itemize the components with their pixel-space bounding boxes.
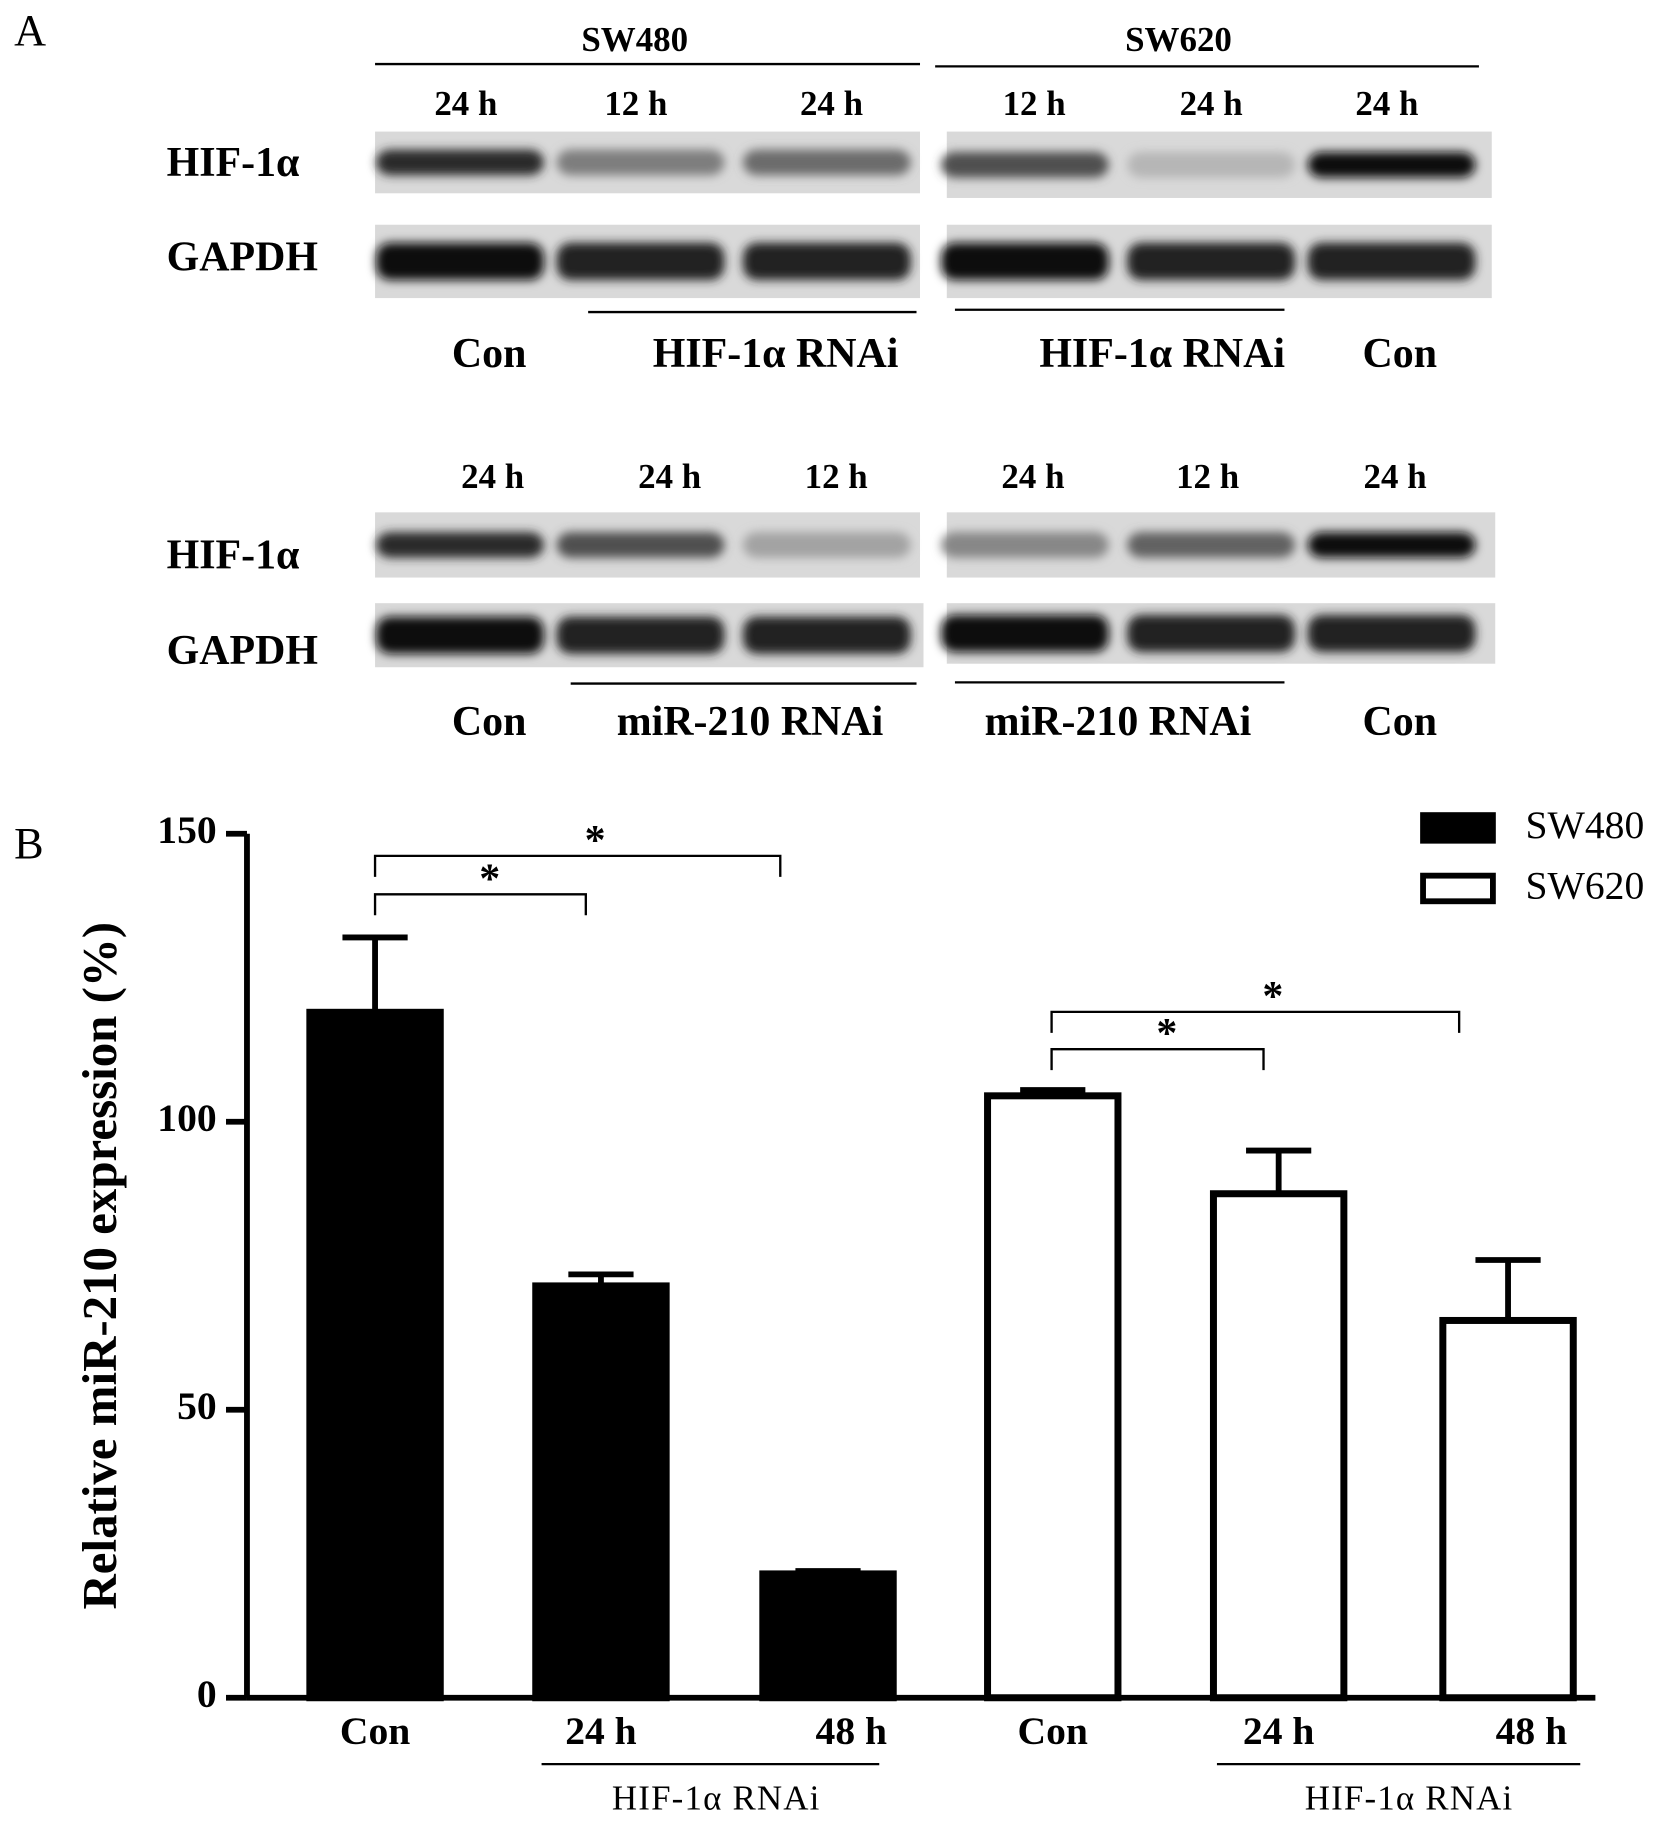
lane-label: 24 h [1355, 84, 1418, 123]
group-label: Con [1362, 699, 1437, 745]
lane-label: 24 h [638, 457, 701, 496]
lane-label: 24 h [434, 84, 497, 123]
y-tick-label: 150 [157, 808, 216, 852]
blot-band [743, 149, 911, 176]
blot-band [556, 532, 725, 558]
significance-bracket [1050, 1010, 1461, 1033]
lane-label: 12 h [805, 457, 868, 496]
error-bar [1246, 1147, 1312, 1194]
legend-label: SW480 [1526, 803, 1645, 847]
blot-band [743, 242, 911, 281]
blot-band [556, 242, 725, 281]
lane-label: 24 h [1364, 457, 1427, 496]
blot-band [940, 614, 1109, 653]
bar [306, 1008, 444, 1702]
blot-band [1127, 242, 1295, 281]
group-label: Con [452, 699, 527, 745]
bar [1439, 1316, 1577, 1702]
significance-star: * [479, 856, 500, 902]
error-bar [342, 934, 408, 1013]
significance-star: * [585, 818, 606, 864]
significance-bracket [1050, 1047, 1265, 1071]
blot-band [1307, 532, 1476, 558]
blot-band [376, 616, 544, 654]
blot-band [940, 151, 1109, 178]
group-label: Con [452, 331, 527, 377]
row-label: GAPDH [167, 628, 318, 674]
legend-swatch [1420, 812, 1496, 844]
x-tick-label: Con [1018, 1709, 1088, 1753]
blot-band [940, 532, 1109, 558]
blot-band [1307, 242, 1476, 281]
x-tick-label: 48 h [816, 1709, 887, 1753]
group-label: HIF-1α RNAi [612, 1778, 821, 1817]
blot-band [1127, 151, 1295, 178]
lane-label: 12 h [604, 84, 667, 123]
group-label: miR-210 RNAi [617, 699, 884, 745]
blot-band [940, 242, 1109, 281]
bar [1209, 1190, 1348, 1702]
significance-bracket [373, 893, 587, 916]
bar [759, 1570, 897, 1702]
blot-band [1307, 151, 1476, 178]
row-label: GAPDH [167, 234, 318, 280]
lane-label: 24 h [461, 457, 524, 496]
blot-band [1307, 614, 1476, 653]
lane-label: 24 h [1001, 457, 1064, 496]
row-label: HIF-1α [167, 140, 300, 186]
lane-label: 12 h [1003, 84, 1066, 123]
group-label: HIF-1α RNAi [1039, 331, 1285, 377]
legend-label: SW620 [1526, 864, 1645, 908]
lane-label: 24 h [800, 84, 863, 123]
blot-band [556, 616, 725, 654]
panel-label: B [14, 819, 44, 868]
y-tick-label: 100 [157, 1096, 216, 1140]
lane-label: 12 h [1176, 457, 1239, 496]
blot-images [375, 131, 1496, 668]
x-tick-label: 24 h [565, 1709, 636, 1753]
x-tick-label: Con [340, 1709, 410, 1753]
significance-star: * [1156, 1011, 1177, 1057]
cell-line-label: SW620 [1125, 20, 1232, 59]
group-label: Con [1362, 331, 1437, 377]
bar [984, 1092, 1122, 1702]
blot-band [376, 242, 544, 281]
blot-band [743, 616, 911, 654]
error-bar [1475, 1257, 1541, 1321]
panel-label: A [14, 6, 46, 55]
x-tick-label: 48 h [1496, 1709, 1567, 1753]
significance-bracket [373, 854, 782, 877]
y-tick-label: 0 [197, 1672, 217, 1716]
blot-band [376, 149, 544, 176]
lane-label: 24 h [1180, 84, 1243, 123]
group-label: HIF-1α RNAi [1305, 1778, 1514, 1817]
blot-band [1127, 614, 1295, 653]
blot-band [556, 149, 725, 176]
group-label: HIF-1α RNAi [653, 331, 899, 377]
blot-band [743, 532, 911, 558]
x-tick-label: 24 h [1243, 1709, 1314, 1753]
bar [532, 1282, 670, 1702]
y-tick-label: 50 [177, 1384, 217, 1428]
group-label: miR-210 RNAi [985, 699, 1252, 745]
row-label: HIF-1α [167, 533, 300, 579]
blot-band [376, 532, 544, 558]
y-axis-label: Relative miR-210 expression (%) [72, 922, 127, 1610]
blot-band [1127, 532, 1295, 558]
cell-line-label: SW480 [581, 20, 688, 59]
significance-star: * [1262, 974, 1283, 1020]
legend-swatch [1420, 872, 1496, 905]
